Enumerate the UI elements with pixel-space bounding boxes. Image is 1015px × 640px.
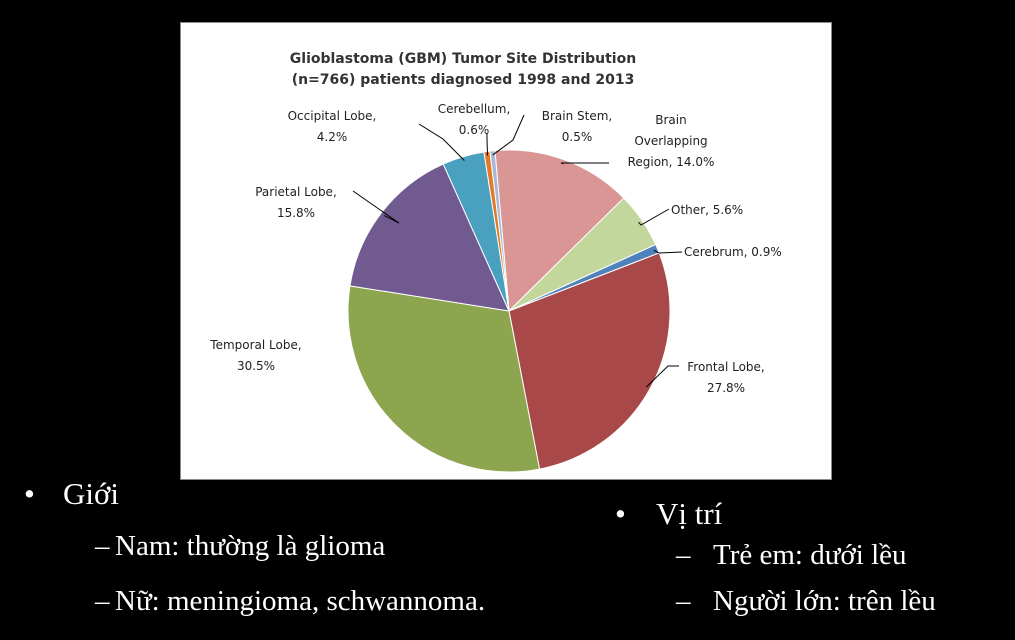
bullet-item-right-1: Trẻ em: dưới lều — [713, 539, 907, 571]
sub-bullet-dash: – — [95, 530, 110, 562]
slice-label-7: Cerebellum, 0.6% — [438, 102, 511, 137]
pie-slice-0 — [494, 149, 625, 313]
pie-chart: Glioblastoma (GBM) Tumor Site Distributi… — [209, 51, 782, 473]
slice-label-2: Cerebrum, 0.9% — [684, 245, 782, 259]
leader-line-8 — [492, 114, 525, 156]
bullet-item-right-2: Người lớn: trên lều — [713, 585, 936, 617]
slice-label-4: Temporal Lobe, 30.5% — [209, 338, 301, 373]
leader-line-0 — [560, 162, 609, 165]
bullet-dot: • — [24, 476, 35, 511]
pie-slice-8 — [489, 150, 510, 312]
slice-label-1: Other, 5.6% — [671, 203, 743, 217]
sub-bullet-dash: – — [95, 585, 110, 617]
slice-label-5: Parietal Lobe, 15.8% — [255, 185, 337, 220]
bullet-item-left-2: Nữ: meningioma, schwannoma. — [115, 585, 486, 617]
bullet-heading-left: Giới — [63, 476, 120, 511]
slice-label-6: Occipital Lobe, 4.2% — [288, 109, 377, 144]
bullet-item-left-1: Nam: thường là glioma — [115, 530, 386, 562]
leader-line-7 — [486, 133, 488, 156]
slice-label-3: Frontal Lobe, 27.8% — [687, 360, 764, 395]
leader-line-3 — [646, 365, 679, 388]
leader-line-5 — [352, 190, 400, 224]
leader-line-2 — [653, 249, 683, 254]
sub-bullet-dash: – — [676, 539, 691, 571]
leader-line-6 — [418, 123, 465, 161]
slice-label-0: Brain Overlapping Region, 14.0% — [628, 113, 715, 169]
bullet-heading-right: Vị trí — [656, 496, 723, 531]
chart-subtitle: (n=766) patients diagnosed 1998 and 2013 — [292, 72, 635, 88]
pie-slice-5 — [349, 163, 510, 312]
chart-panel: Glioblastoma (GBM) Tumor Site Distributi… — [180, 22, 832, 480]
sub-bullet-dash: – — [676, 585, 691, 617]
pie-slice-3 — [508, 252, 671, 470]
slice-label-8: Brain Stem, 0.5% — [542, 109, 612, 144]
bullet-dot: • — [615, 496, 626, 531]
leader-line-1 — [638, 208, 670, 226]
chart-title: Glioblastoma (GBM) Tumor Site Distributi… — [290, 51, 636, 67]
pie-slice-4 — [347, 285, 541, 473]
